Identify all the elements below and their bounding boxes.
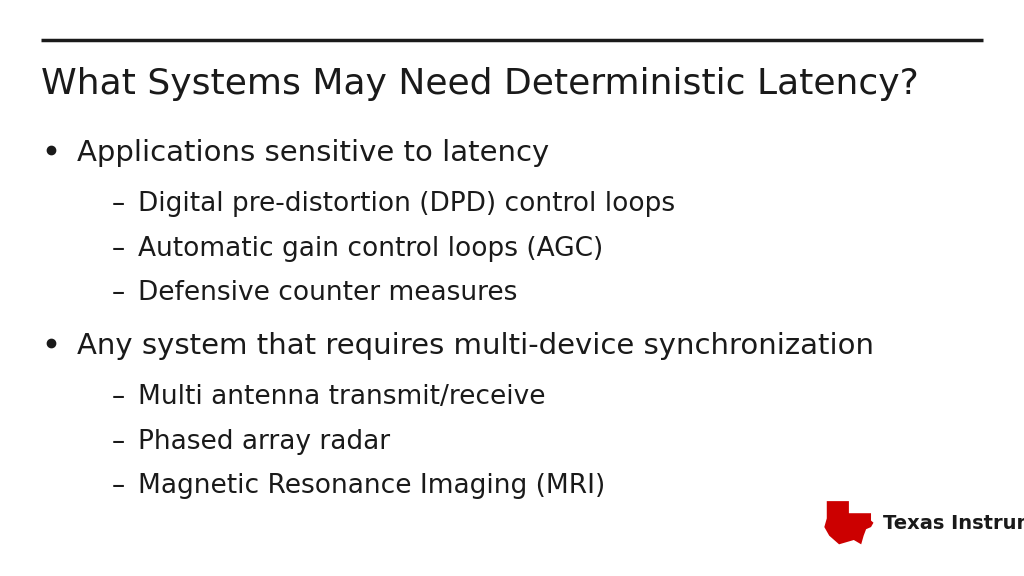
Text: Digital pre-distortion (DPD) control loops: Digital pre-distortion (DPD) control loo… (138, 191, 676, 218)
Text: –: – (112, 473, 125, 499)
Text: –: – (112, 384, 125, 411)
Text: –: – (112, 191, 125, 218)
Text: Automatic gain control loops (AGC): Automatic gain control loops (AGC) (138, 236, 603, 262)
Text: Any system that requires multi-device synchronization: Any system that requires multi-device sy… (77, 332, 873, 359)
Text: –: – (112, 429, 125, 455)
Text: Defensive counter measures: Defensive counter measures (138, 280, 517, 306)
Text: –: – (112, 236, 125, 262)
Text: Texas Instruments: Texas Instruments (883, 514, 1024, 532)
Text: Applications sensitive to latency: Applications sensitive to latency (77, 139, 549, 166)
Polygon shape (824, 501, 873, 544)
Text: Multi antenna transmit/receive: Multi antenna transmit/receive (138, 384, 546, 411)
Text: What Systems May Need Deterministic Latency?: What Systems May Need Deterministic Late… (41, 66, 919, 101)
Text: –: – (112, 280, 125, 306)
Text: Phased array radar: Phased array radar (138, 429, 390, 455)
Text: Magnetic Resonance Imaging (MRI): Magnetic Resonance Imaging (MRI) (138, 473, 605, 499)
